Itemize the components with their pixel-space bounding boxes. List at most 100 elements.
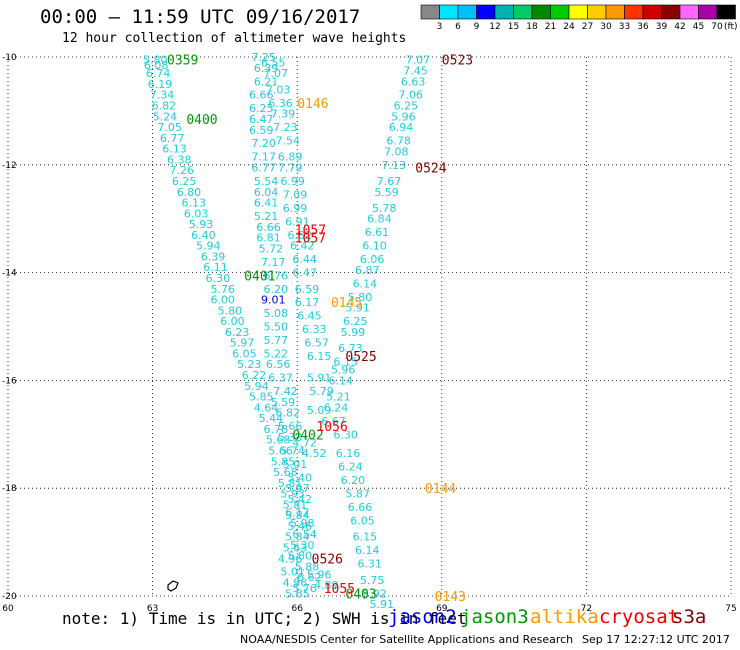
legend-level: 18 xyxy=(526,22,538,32)
swh-value: 5.23 xyxy=(237,358,262,371)
swh-value: 6.41 xyxy=(254,197,279,210)
legend-level: 6 xyxy=(455,22,461,32)
swh-value: 9.01 xyxy=(261,294,286,307)
swh-value: 6.25 xyxy=(249,102,274,115)
legend-s3a: s3a xyxy=(672,606,707,628)
swh-value: 6.24 xyxy=(338,461,363,474)
x-tick-label: 72 xyxy=(581,604,592,614)
legend-swatch xyxy=(605,4,625,20)
swh-value: 5.81 xyxy=(278,477,303,490)
swh-value: 5.22 xyxy=(263,347,288,360)
legend-jason2: jason2 xyxy=(388,606,457,628)
legend-cryosat: cryosat xyxy=(599,606,680,628)
swh-value: 5.98 xyxy=(290,517,315,530)
swh-value: 5.74 xyxy=(280,444,305,457)
x-tick-label: 69 xyxy=(436,604,448,614)
swh-value: 5.93 xyxy=(189,218,214,231)
legend-swatch xyxy=(550,4,570,20)
swh-value: 5.91 xyxy=(345,302,370,315)
swh-value: 7.17 xyxy=(251,151,276,164)
legend-level: 24 xyxy=(563,22,575,32)
swh-value: 5.76 xyxy=(292,582,317,595)
swh-value: 6.00 xyxy=(220,315,245,328)
swh-value: 5.85 xyxy=(249,391,274,404)
swh-value: 6.17 xyxy=(295,296,320,309)
swh-value: 6.25 xyxy=(343,315,368,328)
track-time-label: 1057 xyxy=(295,223,326,238)
swh-value: 7.06 xyxy=(398,89,423,102)
swh-value: 4.52 xyxy=(302,447,327,460)
footer-note: note: 1) Time is in UTC; 2) SWH is in fe… xyxy=(62,609,467,628)
swh-value: 5.66 xyxy=(278,420,303,433)
legend-swatch xyxy=(587,4,607,20)
swh-value: 6.13 xyxy=(162,143,187,156)
credit-line: NOAA/NESDIS Center for Satellite Applica… xyxy=(240,633,574,646)
swh-value: 5.66 xyxy=(268,444,293,457)
swh-value: 6.55 xyxy=(261,56,286,69)
legend-swatch xyxy=(531,4,551,20)
track-time-label: 0144 xyxy=(425,482,456,497)
swh-value: 5.01 xyxy=(280,566,305,579)
swh-value: 6.84 xyxy=(367,213,392,226)
swh-value: 7.26 xyxy=(169,164,194,177)
swh-value: 4.64 xyxy=(254,401,279,414)
track-time-label: 0526 xyxy=(312,552,343,567)
swh-value: 5.68 xyxy=(273,466,298,479)
swh-value: 6.15 xyxy=(307,350,332,363)
swh-value: 6.77 xyxy=(251,161,276,174)
swh-value: 6.05 xyxy=(232,347,257,360)
swh-value: 6.23 xyxy=(225,326,250,339)
swh-value: 5.99 xyxy=(341,326,366,339)
swh-value: 6.87 xyxy=(355,264,380,277)
track-time-label: 0359 xyxy=(167,54,198,69)
track-time-label: 0403 xyxy=(345,587,376,602)
track-time-label: 0401 xyxy=(244,269,275,284)
swh-value: 7.07 xyxy=(263,67,288,80)
x-tick-label: 63 xyxy=(147,604,158,614)
legend-swatch xyxy=(624,4,644,20)
legend-level: 33 xyxy=(619,22,630,32)
swh-value: 6.20 xyxy=(263,283,288,296)
swh-value: 5.80 xyxy=(288,550,313,563)
chart-title: 00:00 – 11:59 UTC 09/16/2017 xyxy=(40,6,361,28)
legend-unit: (ft) xyxy=(724,22,738,32)
swh-value: 7.79 xyxy=(278,161,303,174)
swh-value: 6.14 xyxy=(353,277,378,290)
swh-value: 7.17 xyxy=(261,256,286,269)
swh-value: 6.31 xyxy=(357,558,382,571)
legend-swatch xyxy=(661,4,681,20)
swh-value: 5.01 xyxy=(283,458,308,471)
swh-value: 6.14 xyxy=(329,374,354,387)
swh-value: 7.39 xyxy=(271,108,296,121)
swh-value: 6.99 xyxy=(283,202,308,215)
legend-swatch xyxy=(698,4,718,20)
swh-value: 5.93 xyxy=(280,488,305,501)
swh-value: 6.39 xyxy=(201,250,226,263)
swh-value: 5.30 xyxy=(290,539,315,552)
grid xyxy=(7,56,732,597)
swh-value: 6.66 xyxy=(348,501,373,514)
swh-value: 6.39 xyxy=(254,62,279,75)
track-time-label: 0525 xyxy=(345,350,376,365)
swh-value: 6.47 xyxy=(249,113,274,126)
swh-value: 6.63 xyxy=(401,75,426,88)
legend-level: 70 xyxy=(711,22,723,32)
legend-level: 12 xyxy=(489,22,500,32)
swh-value: 5.85 xyxy=(271,455,296,468)
legend-swatch xyxy=(494,4,514,20)
legend-level: 3 xyxy=(437,22,443,32)
swh-value: 6.77 xyxy=(160,132,185,145)
swh-value: 5.84 xyxy=(285,509,310,522)
swh-value: 6.30 xyxy=(206,272,231,285)
swh-value: 6.36 xyxy=(268,97,293,110)
swh-value: 6.89 xyxy=(278,151,303,164)
swh-value: 6.10 xyxy=(362,240,387,253)
swh-value: 5.94 xyxy=(196,240,221,253)
track-time-label: 0146 xyxy=(297,97,328,112)
swh-value: 7.13 xyxy=(382,159,407,172)
swh-value: 6.04 xyxy=(254,186,279,199)
swh-value: 6.00 xyxy=(210,294,235,307)
swh-value: 5.54 xyxy=(254,175,279,188)
swh-value: 6.13 xyxy=(182,197,207,210)
swh-value: 6.21 xyxy=(254,75,279,88)
